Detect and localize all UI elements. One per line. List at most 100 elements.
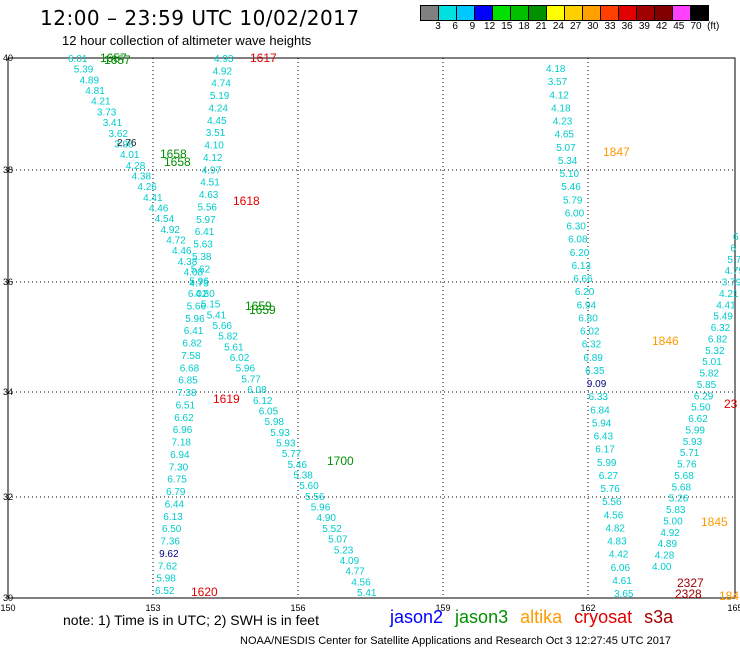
swh-label: 5.00 [663,517,683,528]
credit-line: NOAA/NESDIS Center for Satellite Applica… [240,635,672,647]
color-legend [420,5,709,21]
swh-label: 5.56 [305,492,325,503]
swh-label: 5.50 [691,403,711,414]
swh-label: 7.36 [161,537,181,548]
legend-label: 45 [673,21,685,32]
swh-label: 4.09 [340,556,360,567]
swh-label: 7.30 [169,462,189,473]
y-tick-label: 34 [3,387,13,397]
pass-time-label: 1618 [233,194,260,208]
swh-label: 6.82 [708,334,728,345]
swh-label: 5.15 [201,300,221,311]
legend-label: 27 [570,21,582,32]
pass-time-label: 1657 [104,53,131,67]
swh-label: 4.73 [189,278,209,289]
pass-time-label: 23 [724,397,738,411]
swh-label: 5.26 [669,494,689,505]
legend-label: 21 [535,21,547,32]
swh-label: 4.89 [658,539,678,550]
footer-note: note: 1) Time is in UTC; 2) SWH is in fe… [63,612,319,628]
pass-time-label: 1657 [100,51,127,65]
swh-label: 4.21 [719,289,739,300]
swh-label: 3.62 [109,129,129,140]
swh-label: 2.76 [117,138,137,149]
swh-label: 5.85 [697,380,717,391]
swh-label: 5.19 [210,91,230,102]
swh-label: 4.41 [716,300,736,311]
swh-label: 5.52 [322,524,342,535]
swh-label: 6.50 [162,524,182,535]
pass-time-label: 1620 [191,585,218,599]
swh-label: 6.94 [577,300,597,311]
swh-label: 6.30 [566,222,586,233]
swh-label: 5.99 [686,425,706,436]
swh-label: 6.29 [694,391,714,402]
legend-label: 30 [587,21,599,32]
pass-time-labels: 1657 161716581618165916191700162018471846… [100,51,739,603]
x-tick-label: 153 [145,603,160,613]
swh-label: 6 [730,243,736,254]
pass-time-label: 1845 [701,515,728,529]
x-tick-label: 165 [727,603,740,613]
swh-label: 4.56 [604,510,624,521]
legend-label: 39 [638,21,650,32]
legend-label: 18 [518,21,530,32]
swh-label: 5.66 [187,301,207,312]
swh-label: 4.01 [120,150,140,161]
swh-label: 4.12 [203,153,223,164]
legend-label: 15 [501,21,513,32]
swh-label: 5.77 [282,449,302,460]
swh-label: 6.96 [173,425,193,436]
swh-label: 6.80 [578,313,598,324]
swh-label: 5.56 [198,203,218,214]
swh-label: 5.23 [334,545,354,556]
legend-label: 24 [552,21,564,32]
swh-label: 7.58 [181,351,201,362]
swh-label: 4.92 [660,528,680,539]
swh-label: 6 [733,232,739,243]
swh-label: 5.79 [563,195,583,206]
swh-label: 5.46 [288,460,308,471]
legend-label: 42 [656,21,668,32]
swh-label: 6.13 [163,512,183,523]
swh-label: 5.94 [592,418,612,429]
legend-label: 12 [484,21,496,32]
swh-label: 5.93 [270,428,290,439]
swh-label: 6.41 [184,326,204,337]
swh-label: 4.00 [652,562,672,573]
swh-label: 4.72 [166,236,186,247]
swh-label: 5.01 [702,357,722,368]
swh-label: 6.02 [230,353,250,364]
swh-label: 4.41 [143,193,163,204]
legend-label: 6 [452,21,458,32]
swh-label: 4.18 [551,103,571,114]
satellite-altika: altika [520,607,563,627]
swh-label: 5.77 [241,374,261,385]
swh-label: 4.08 [184,268,204,279]
swh-label: 5.60 [299,481,319,492]
swh-label: 6.20 [570,248,590,259]
pass-time-label: 1658 [164,155,191,169]
y-tick-label: 32 [3,492,13,502]
swh-label: 6.01 [68,54,88,65]
swh-label: 6.89 [583,353,603,364]
pass-time-label: 1700 [327,454,354,468]
swh-label: 5.96 [236,364,256,375]
swh-label: 5.93 [276,439,296,450]
map-subtitle: 12 hour collection of altimeter wave hei… [62,33,312,48]
swh-labels: 6.015.394.894.814.213.733.413.623.984.01… [68,54,740,600]
pass-time-label: 2327 [677,576,704,590]
swh-label: 6.12 [253,396,273,407]
x-tick-label: 159 [435,603,450,613]
swh-label: 5.82 [700,369,720,380]
swh-label: 3.65 [614,589,634,600]
swh-label: 5.49 [713,312,733,323]
swh-label: 5.34 [558,156,578,167]
x-tick-label: 162 [580,603,595,613]
swh-label: 4.92 [213,66,233,77]
swh-label: 4.46 [172,246,192,257]
swh-label: 3.79 [722,278,740,289]
swh-label: 9.62 [159,549,179,560]
swh-label: 3.51 [206,128,226,139]
pass-time-label: 1846 [652,334,679,348]
